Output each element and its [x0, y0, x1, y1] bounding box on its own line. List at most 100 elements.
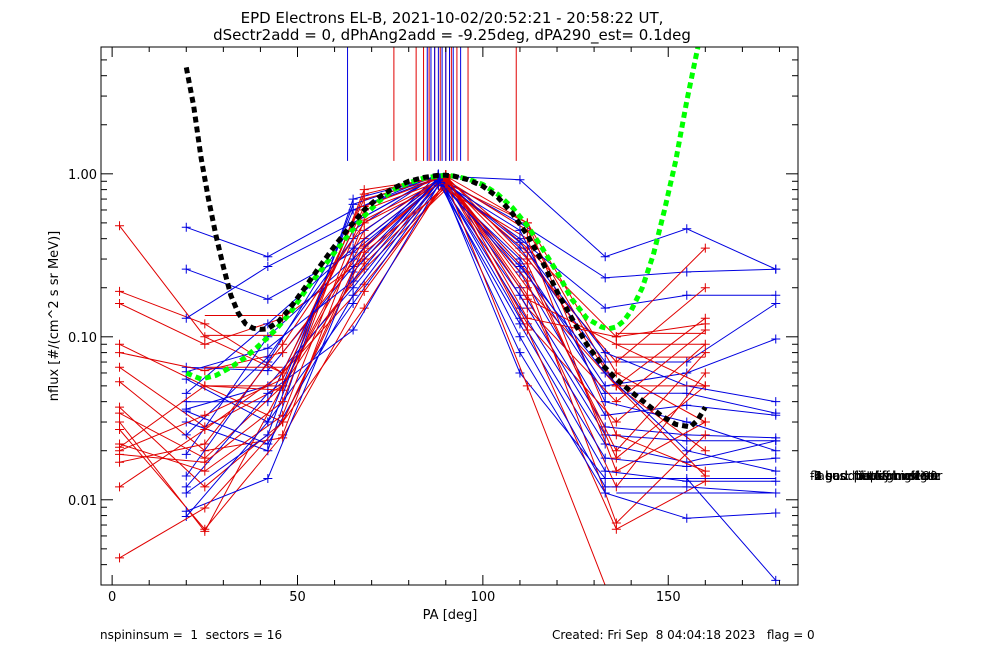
red-series-point — [278, 348, 288, 358]
red-series-point — [200, 424, 210, 434]
red-series-point — [115, 221, 125, 231]
blue-series-point — [263, 357, 273, 367]
red-series-point — [700, 417, 710, 427]
red-series-point — [611, 466, 621, 476]
blue-series-line — [185, 173, 439, 455]
red-series-point — [115, 286, 125, 296]
red-series-line — [445, 175, 706, 472]
red-series-point — [522, 259, 532, 269]
red-series-line — [445, 175, 706, 530]
blue-series-point — [263, 294, 273, 304]
legend-item: -3 sus: fit peak off 90 — [810, 469, 938, 483]
blue-series-point — [771, 508, 781, 518]
chart-title-line2: dSectr2add = 0, dPhAng2add = -9.25deg, d… — [213, 26, 691, 45]
blue-series-point — [515, 237, 525, 247]
blue-series-point — [263, 388, 273, 398]
blue-series-point — [181, 430, 191, 440]
red-series-point — [200, 482, 210, 492]
blue-series-point — [771, 575, 781, 585]
blue-series-line — [185, 178, 439, 436]
red-series-point — [115, 408, 125, 418]
red-series-point — [522, 276, 532, 286]
blue-series-point — [771, 436, 781, 446]
x-tick-label: 0 — [108, 590, 116, 605]
blue-series-point — [348, 290, 358, 300]
red-series-point — [200, 524, 210, 534]
red-series-point — [522, 325, 532, 335]
red-series-point — [611, 332, 621, 342]
y-tick-label: 0.01 — [68, 494, 97, 509]
blue-series-point — [771, 290, 781, 300]
blue-series-line — [185, 174, 439, 477]
blue-series-point — [181, 313, 191, 323]
legend-item: 0 good fit — [810, 469, 872, 483]
blue-series-point — [771, 410, 781, 420]
blue-series-point — [771, 299, 781, 309]
blue-series-point — [600, 252, 610, 262]
red-series-point — [200, 503, 210, 513]
blue-series-point — [600, 397, 610, 407]
blue-series-line — [438, 174, 777, 363]
blue-series-point — [263, 397, 273, 407]
red-series-point — [200, 319, 210, 329]
red-series-point — [200, 439, 210, 449]
blue-series-point — [682, 513, 692, 523]
red-series-point — [611, 357, 621, 367]
y-axis-label: nflux [#/(cm^2 s sr MeV)] — [47, 231, 62, 401]
plot-frame — [100, 46, 799, 586]
blue-series-point — [181, 222, 191, 232]
fit-layer — [183, 47, 708, 430]
red-series-point — [441, 176, 451, 186]
blue-series-point — [181, 511, 191, 521]
blue-series-point — [771, 397, 781, 407]
blue-series-point — [263, 439, 273, 449]
blue-series-point — [181, 264, 191, 274]
red-series-point — [611, 524, 621, 534]
axes-layer: 0 50 100 150 0.01 0.10 1.00 — [68, 46, 798, 605]
red-series-point — [115, 377, 125, 387]
red-series-point — [200, 457, 210, 467]
blue-series-point — [682, 446, 692, 456]
blue-series-point — [682, 357, 692, 367]
legend-item: -4 sus: peaks high var — [810, 469, 943, 483]
red-series-point — [278, 385, 288, 395]
red-series-point — [278, 417, 288, 427]
chart-title-line1: EPD Electrons EL-B, 2021-10-02/20:52:21 … — [241, 9, 664, 27]
blue-series-point — [348, 325, 358, 335]
blue-series-point — [515, 261, 525, 271]
blue-series-point — [348, 254, 358, 264]
blue-series-point — [263, 417, 273, 427]
red-series-point — [115, 553, 125, 563]
red-series-point — [115, 449, 125, 459]
red-series-point — [359, 194, 369, 204]
red-series-point — [278, 397, 288, 407]
blue-series-point — [600, 348, 610, 358]
blue-series-point — [771, 466, 781, 476]
red-series-line — [445, 174, 706, 338]
blue-series-point — [600, 453, 610, 463]
red-series-point — [200, 339, 210, 349]
red-series-point — [700, 348, 710, 358]
red-series-line — [445, 180, 706, 459]
blue-series-point — [682, 482, 692, 492]
red-series-line — [445, 179, 706, 452]
blue-series-point — [682, 290, 692, 300]
blue-series-point — [181, 471, 191, 481]
blue-series-point — [515, 348, 525, 358]
red-series-point — [522, 294, 532, 304]
y-tick-label: 0.10 — [68, 331, 97, 346]
red-series-point — [359, 185, 369, 195]
legend-heading: flag — [810, 469, 833, 483]
red-series-point — [115, 457, 125, 467]
blue-series-point — [181, 449, 191, 459]
blue-series-point — [263, 261, 273, 271]
red-series-point — [278, 339, 288, 349]
red-series-point — [278, 368, 288, 378]
red-series-point — [701, 609, 710, 618]
blue-series-point — [771, 264, 781, 274]
blue-series-point — [600, 303, 610, 313]
blue-series-point — [600, 273, 610, 283]
red-series-point — [700, 319, 710, 329]
blue-series-point — [263, 252, 273, 262]
